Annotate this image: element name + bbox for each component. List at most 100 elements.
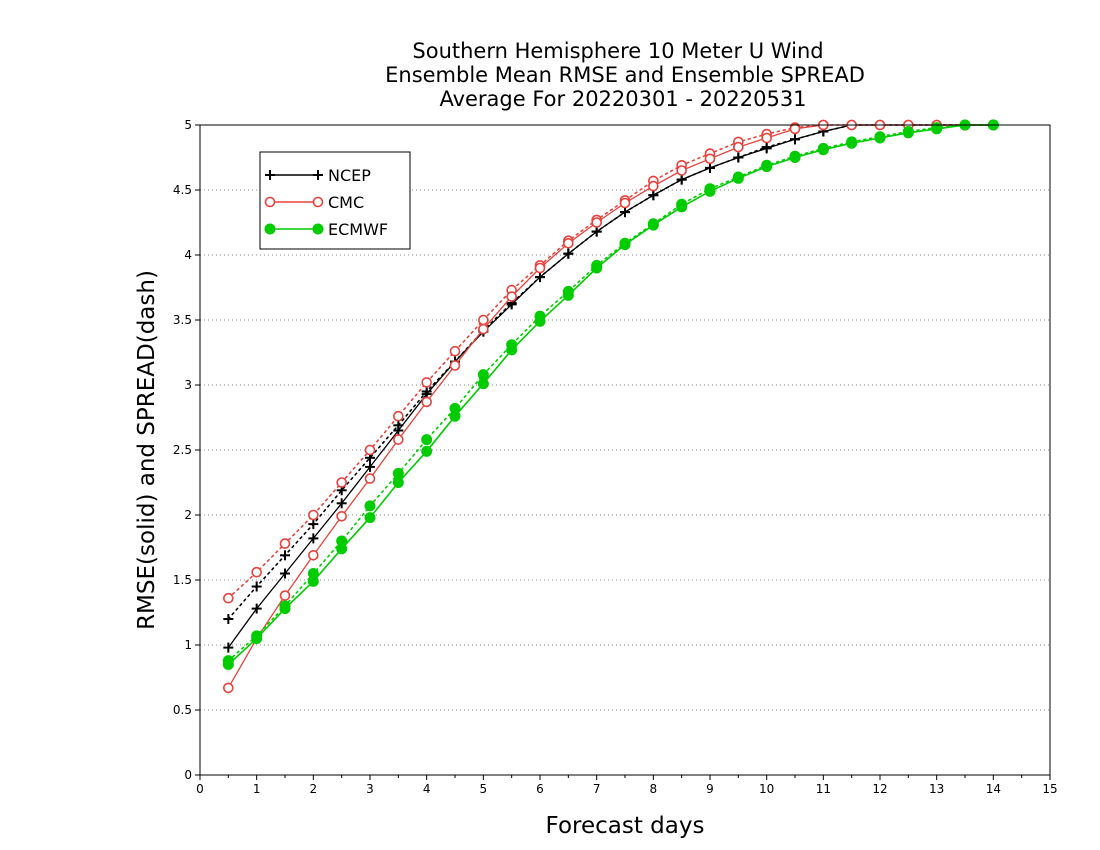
- point-marker: [761, 132, 772, 144]
- point-marker: [591, 262, 603, 274]
- point-marker: [251, 566, 262, 578]
- point-marker: [506, 291, 517, 302]
- legend-label-ncep: NCEP: [328, 166, 371, 185]
- point-marker: [477, 378, 489, 390]
- point-marker: [449, 345, 461, 357]
- point-marker: [421, 377, 432, 388]
- point-marker: [648, 190, 659, 201]
- point-marker: [421, 445, 433, 457]
- point-marker: [676, 165, 687, 176]
- y-tick-label: 3.5: [173, 313, 192, 327]
- legend-label-cmc: CMC: [328, 193, 364, 212]
- point-marker: [648, 180, 659, 192]
- point-marker: [251, 603, 262, 614]
- point-marker: [676, 174, 687, 185]
- x-tick-label: 7: [593, 782, 601, 796]
- x-tick-label: 5: [480, 782, 488, 796]
- point-marker: [789, 123, 801, 135]
- point-marker: [393, 410, 404, 422]
- y-tick-label: 1.5: [173, 573, 192, 587]
- point-marker: [223, 614, 234, 624]
- point-marker: [392, 467, 404, 479]
- point-marker: [223, 592, 234, 604]
- point-marker: [902, 127, 914, 139]
- point-marker: [222, 659, 234, 670]
- point-marker: [280, 550, 290, 561]
- point-marker: [364, 444, 376, 456]
- point-marker: [931, 123, 943, 135]
- point-marker: [676, 201, 688, 213]
- point-marker: [336, 498, 347, 509]
- point-marker: [619, 239, 631, 251]
- point-marker: [591, 217, 602, 228]
- y-tick-label: 4.5: [173, 183, 192, 197]
- point-marker: [449, 410, 461, 422]
- point-marker: [846, 137, 858, 149]
- legend-box: [259, 151, 411, 250]
- x-tick-label: 3: [366, 782, 374, 796]
- y-tick-label: 3: [184, 378, 192, 392]
- point-marker: [251, 633, 263, 644]
- x-tick-label: 0: [196, 782, 204, 796]
- point-marker: [534, 262, 546, 274]
- y-tick-label: 2: [184, 508, 192, 522]
- point-marker: [308, 533, 319, 544]
- point-marker: [449, 360, 461, 371]
- point-marker: [733, 141, 744, 153]
- point-marker: [336, 510, 347, 522]
- x-tick-label: 10: [759, 782, 774, 796]
- point-marker: [591, 226, 602, 237]
- point-marker: [789, 152, 801, 163]
- point-marker: [265, 170, 275, 180]
- chart-title-line-3: Average For 20220301 - 20220531: [439, 87, 806, 111]
- point-marker: [705, 162, 715, 173]
- point-marker: [264, 196, 276, 208]
- point-marker: [874, 132, 886, 144]
- x-tick-label: 11: [816, 782, 831, 796]
- point-marker: [619, 197, 631, 209]
- point-marker: [478, 314, 489, 326]
- point-marker: [308, 519, 319, 530]
- point-marker: [279, 590, 291, 601]
- point-marker: [761, 161, 773, 173]
- point-marker: [279, 603, 291, 615]
- point-marker: [421, 396, 432, 408]
- x-tick-label: 15: [1042, 782, 1057, 796]
- point-marker: [563, 238, 574, 249]
- x-tick-label: 2: [310, 782, 318, 796]
- y-tick-label: 1: [184, 638, 192, 652]
- x-axis-label: Forecast days: [546, 813, 705, 839]
- point-marker: [477, 369, 489, 381]
- x-tick-label: 8: [650, 782, 658, 796]
- point-marker: [732, 172, 744, 184]
- point-marker: [393, 434, 404, 445]
- point-marker: [308, 549, 319, 561]
- point-marker: [761, 143, 772, 154]
- x-tick-label: 4: [423, 782, 431, 796]
- point-marker: [280, 568, 290, 579]
- y-tick-label: 2.5: [173, 443, 192, 457]
- point-marker: [393, 425, 404, 436]
- point-marker: [365, 461, 375, 472]
- y-tick-label: 0: [184, 768, 192, 782]
- point-marker: [620, 207, 630, 218]
- point-marker: [312, 196, 324, 208]
- point-marker: [392, 477, 404, 488]
- point-marker: [535, 272, 545, 283]
- rmse-line-ecmwf: [227, 124, 994, 666]
- point-marker: [313, 170, 323, 180]
- point-marker: [733, 152, 744, 163]
- point-marker: [478, 323, 489, 335]
- point-marker: [421, 434, 433, 446]
- y-tick-label: 4: [184, 248, 192, 262]
- y-tick-label: 5: [184, 118, 192, 132]
- spread-line-ecmwf: [227, 124, 995, 662]
- axes: 00.511.522.533.544.550 1 2 3 4 5 6 7 8 9 10 11 12 13 1…: [173, 118, 1058, 796]
- point-marker: [364, 512, 376, 524]
- legend-marks: [264, 170, 324, 235]
- point-marker: [506, 344, 518, 356]
- point-marker: [223, 642, 234, 653]
- point-marker: [534, 315, 546, 327]
- x-tick-label: 1: [253, 782, 261, 796]
